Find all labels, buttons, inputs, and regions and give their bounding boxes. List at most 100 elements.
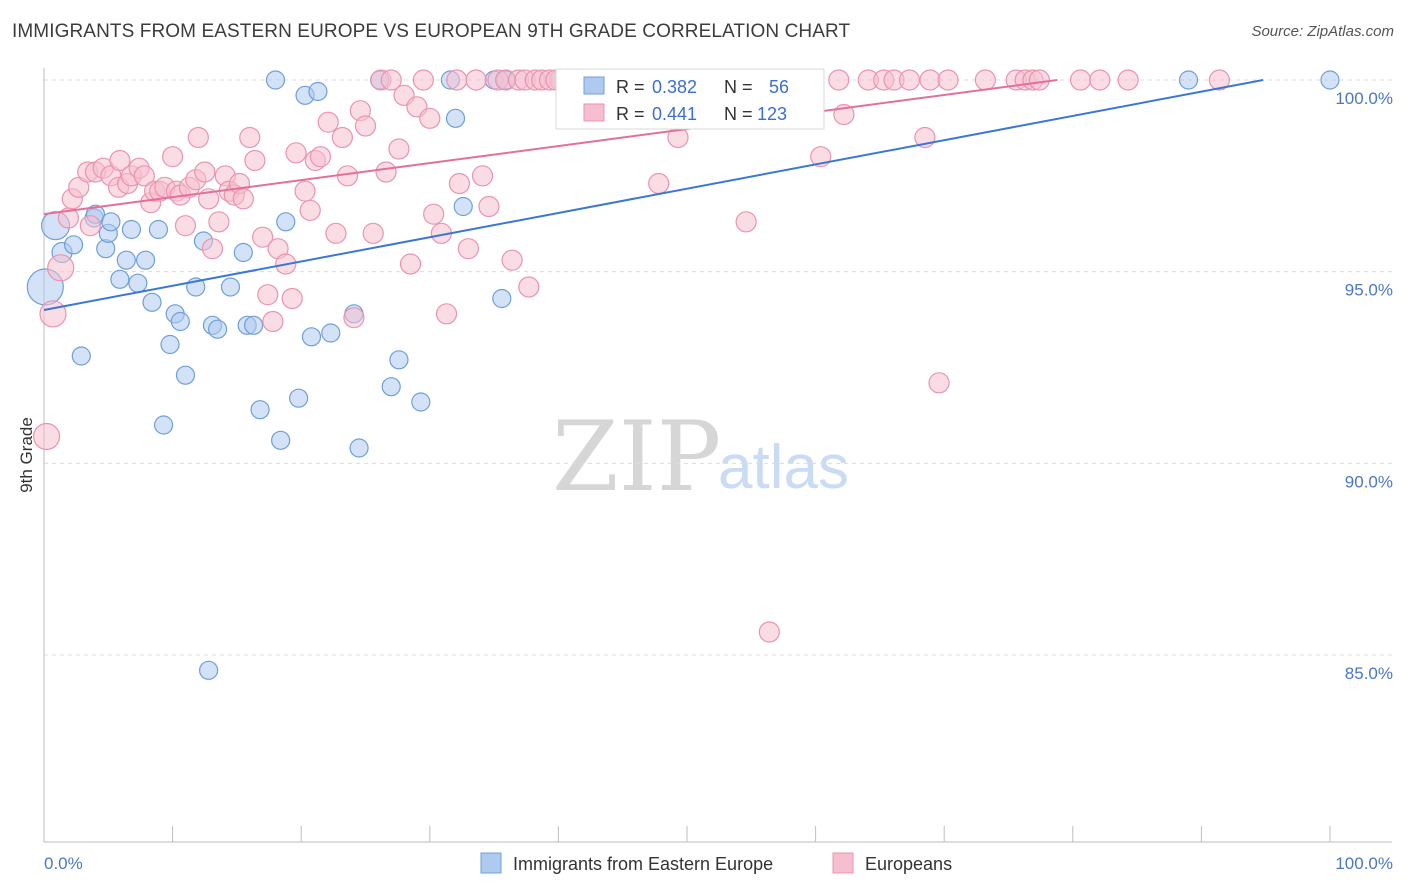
point-immigrants-34 [276,212,296,232]
point-immigrants-31 [250,400,270,420]
point-europeans-27 [187,126,209,149]
point-immigrants-12 [121,219,142,240]
point-immigrants-39 [321,323,341,343]
point-immigrants-9 [101,212,121,232]
y-tick-label-85: 85.0% [1345,664,1393,683]
point-immigrants-27 [220,277,241,297]
x-tick-label-max: 100.0% [1335,854,1393,873]
point-europeans-70 [446,69,468,91]
point-immigrants-44 [389,350,409,370]
y-tick-label-90: 90.0% [1345,472,1393,491]
point-immigrants-26 [208,319,228,339]
point-immigrants-16 [148,219,169,240]
x-tick-label-min: 0.0% [44,854,83,873]
legend-swatch-blue [480,852,502,874]
point-europeans-126 [1208,69,1231,91]
point-europeans-66 [419,107,441,129]
stats-pink-r-value: 0.441 [652,104,697,124]
point-europeans-16 [133,165,155,187]
point-europeans-57 [362,222,384,244]
point-europeans-41 [262,310,284,333]
point-europeans-21 [162,146,184,168]
stats-blue-n-value: 56 [769,77,789,97]
point-europeans-108 [828,69,850,91]
point-immigrants-20 [170,311,190,332]
y-tick-label-100: 100.0% [1335,89,1393,108]
series-legend: Immigrants from Eastern Europe Europeans [480,852,952,874]
legend-swatch-pink [832,852,854,874]
point-immigrants-32 [265,70,286,90]
point-europeans-1 [39,300,67,328]
point-europeans-51 [325,222,347,244]
stats-blue-r-value: 0.382 [652,77,697,97]
point-immigrants-50 [492,288,512,309]
point-europeans-52 [331,126,353,149]
point-europeans-102 [735,211,757,233]
point-europeans-40 [257,284,279,306]
series-immigrants-eastern-europe [26,70,1340,680]
point-europeans-30 [201,238,224,260]
point-europeans-69 [435,303,458,325]
point-immigrants-48 [453,196,473,217]
point-europeans-44 [281,287,303,310]
point-europeans-47 [299,199,321,221]
point-immigrants-11 [116,250,136,270]
stats-swatch-pink [583,103,605,122]
stats-pink-r-label: R = [616,104,645,124]
point-europeans-63 [399,253,422,275]
point-europeans-71 [448,172,470,195]
point-immigrants-3 [63,235,84,255]
x-ticks [43,826,1331,842]
point-europeans-61 [388,138,410,160]
point-europeans-124 [1089,69,1111,91]
point-europeans-39 [252,226,274,248]
y-tick-label-95: 95.0% [1345,281,1393,300]
point-europeans-95 [648,172,670,195]
series-europeans [32,69,1231,643]
point-immigrants-10 [110,269,130,289]
y-tick-labels: 85.0% 90.0% 95.0% 100.0% [1335,89,1393,683]
stats-pink-n-value: 123 [757,104,787,124]
point-immigrants-41 [349,438,369,458]
point-immigrants-17 [153,415,174,435]
source-credit: Source: ZipAtlas.com [1251,23,1394,40]
legend-label-immigrants: Immigrants from Eastern Europe [513,854,773,874]
point-immigrants-15 [142,292,162,312]
stats-legend: R = 0.382 N = 56 R = 0.441 N = 123 [555,68,825,130]
point-immigrants-54 [1178,70,1199,90]
point-immigrants-24 [199,660,219,680]
point-europeans-125 [1117,69,1139,91]
point-europeans-56 [354,115,377,137]
point-europeans-81 [518,276,540,298]
point-immigrants-4 [71,346,91,366]
point-immigrants-38 [308,81,328,102]
point-immigrants-14 [135,250,156,270]
point-europeans-122 [1028,69,1050,91]
point-europeans-38 [244,149,266,172]
point-europeans-73 [465,69,487,91]
point-immigrants-33 [271,430,291,450]
point-immigrants-45 [411,392,431,412]
point-europeans-123 [1069,69,1092,91]
stats-blue-r-label: R = [616,77,645,97]
point-immigrants-18 [160,334,180,355]
point-immigrants-21 [175,365,196,385]
point-europeans-118 [974,69,996,91]
y-axis-label: 9th Grade [17,417,36,493]
point-europeans-50 [317,111,339,133]
point-europeans-65 [412,69,434,91]
axes [43,68,1392,843]
point-immigrants-43 [381,377,401,397]
point-europeans-115 [919,69,941,91]
stats-pink-n-label: N = [724,104,753,124]
point-europeans-37 [239,126,261,149]
point-europeans-24 [174,215,197,237]
point-europeans-36 [232,188,254,210]
point-europeans-54 [343,307,365,329]
point-europeans-12 [109,149,131,172]
point-europeans-113 [898,69,921,91]
point-europeans-49 [309,146,332,168]
point-europeans-78 [501,249,523,271]
watermark-atlas: atlas [718,433,849,502]
